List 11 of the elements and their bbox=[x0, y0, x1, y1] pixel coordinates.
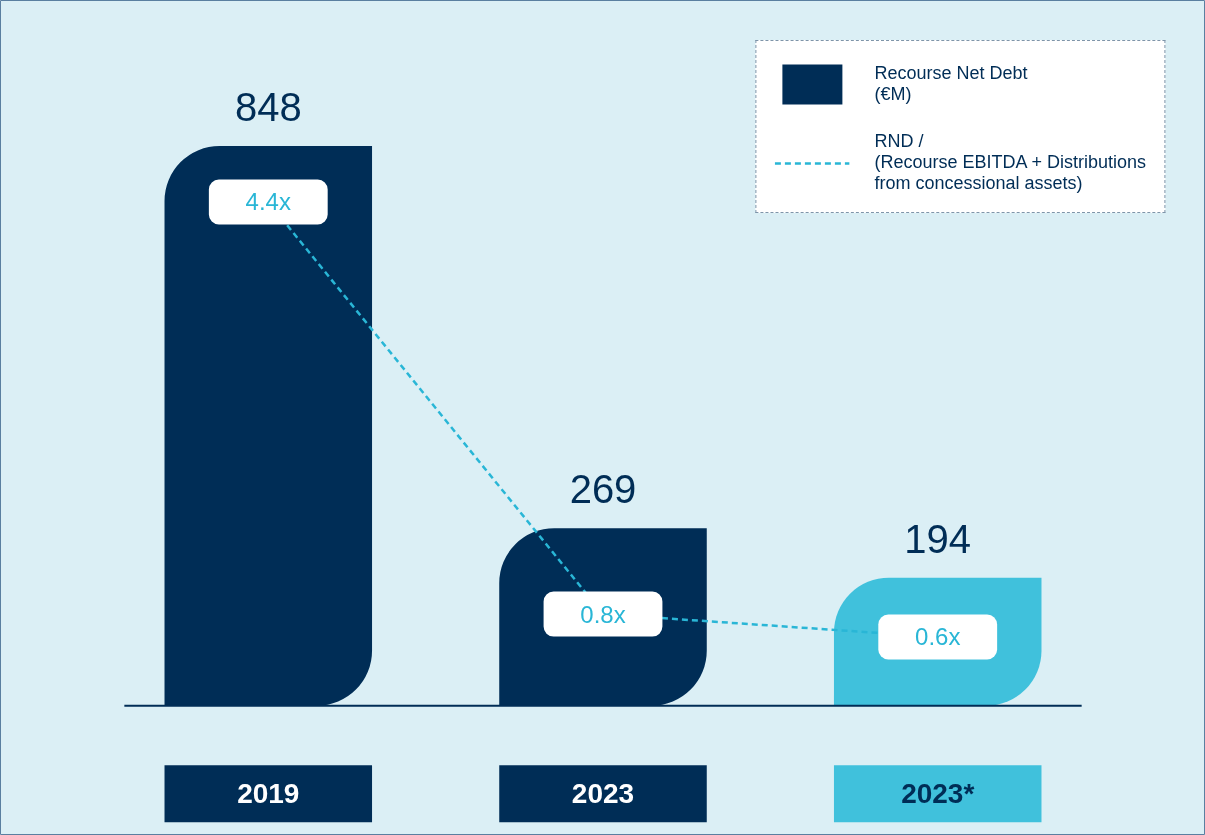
legend-label: Recourse Net Debt (€M) bbox=[874, 63, 1028, 105]
data-label: 0.6x bbox=[915, 623, 961, 651]
x-tick-label: 2019 bbox=[237, 778, 300, 810]
x-tick-label: 2023 bbox=[571, 778, 635, 810]
data-label: 194 bbox=[904, 516, 972, 561]
data-label: 269 bbox=[569, 467, 637, 512]
x-tick-label: 2023* bbox=[901, 778, 975, 810]
legend-label: RND / (Recourse EBITDA + Distributions from concessional assets) bbox=[874, 131, 1146, 194]
data-label: 848 bbox=[234, 85, 302, 130]
data-label: 0.8x bbox=[580, 600, 626, 628]
data-label: 4.4x bbox=[245, 188, 291, 216]
